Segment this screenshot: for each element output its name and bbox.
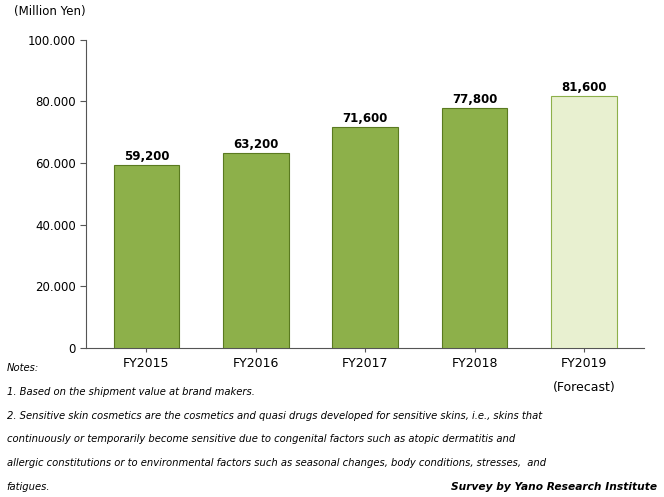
Text: 81,600: 81,600 [561,81,607,94]
Text: continuously or temporarily become sensitive due to congenital factors such as a: continuously or temporarily become sensi… [7,434,515,444]
Text: fatigues.: fatigues. [7,482,50,492]
Text: (Forecast): (Forecast) [552,381,616,394]
Text: 1. Based on the shipment value at brand makers.: 1. Based on the shipment value at brand … [7,387,254,397]
Bar [442,108,507,348]
Bar [551,96,617,348]
Text: 63,200: 63,200 [233,138,278,151]
Text: 59,200: 59,200 [124,150,169,163]
Bar [223,153,289,348]
Text: 77,800: 77,800 [452,93,497,106]
Text: allergic constitutions or to environmental factors such as seasonal changes, bod: allergic constitutions or to environment… [7,458,546,468]
Text: 2. Sensitive skin cosmetics are the cosmetics and quasi drugs developed for sens: 2. Sensitive skin cosmetics are the cosm… [7,411,542,420]
Text: Survey by Yano Research Institute: Survey by Yano Research Institute [452,482,657,492]
Text: (Million Yen): (Million Yen) [14,5,86,18]
Bar [114,166,179,348]
Bar [333,127,398,348]
Text: 71,600: 71,600 [343,112,388,125]
Text: Notes:: Notes: [7,363,39,373]
